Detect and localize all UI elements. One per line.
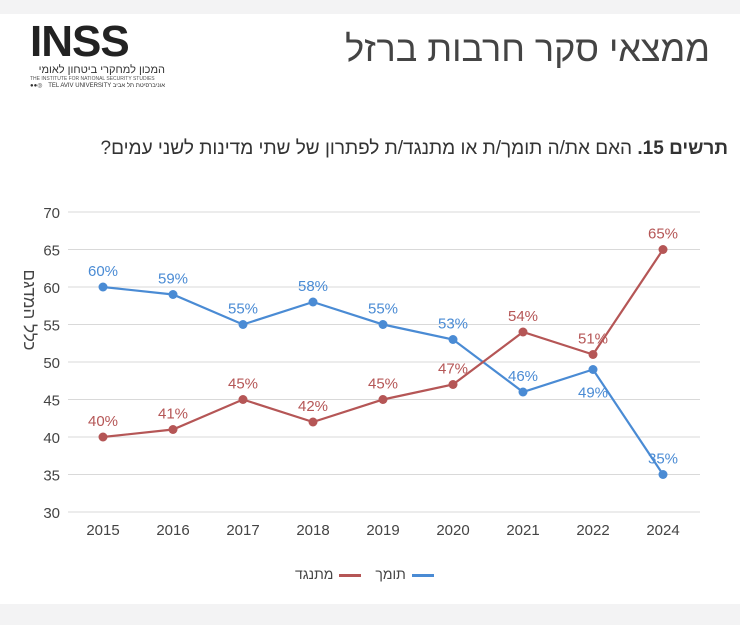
data-label: 54% (508, 308, 538, 325)
data-point (238, 395, 248, 404)
legend: תומך מתנגד (295, 566, 434, 582)
chart-number: תרשים 15. (637, 138, 728, 159)
data-label: 49% (578, 385, 608, 402)
x-tick-label: 2019 (366, 522, 399, 539)
x-tick-label: 2022 (576, 522, 609, 539)
x-tick-label: 2018 (296, 522, 329, 539)
y-tick-label: 60 (43, 280, 60, 297)
data-label: 59% (158, 271, 188, 288)
data-point (588, 365, 598, 374)
data-point (378, 320, 388, 329)
data-label: 45% (368, 376, 398, 393)
data-label: 51% (578, 331, 608, 348)
data-point (308, 297, 318, 307)
y-tick-label: 55 (43, 318, 60, 335)
data-point (518, 327, 528, 337)
legend-swatch (339, 573, 362, 577)
data-label: 65% (648, 226, 678, 243)
data-label: 42% (298, 398, 328, 415)
logo-university: ●●◎ TEL AVIV UNIVERSITY אוניברסיטת תל אבי… (30, 82, 165, 90)
data-point (518, 387, 528, 397)
data-point (98, 432, 108, 442)
data-label: 60% (88, 263, 118, 280)
data-point (658, 245, 668, 254)
page-title: ממצאי סקר חרבות ברזל (345, 28, 710, 69)
data-point (308, 417, 318, 427)
y-axis-label: כלל המדגם (20, 270, 39, 351)
y-tick-label: 35 (43, 468, 60, 485)
y-tick-label: 65 (43, 243, 60, 260)
data-point (238, 320, 248, 329)
data-label: 55% (368, 301, 398, 318)
data-label: 53% (438, 316, 468, 333)
legend-swatch (411, 573, 434, 577)
x-tick-label: 2020 (436, 522, 469, 539)
logo-hebrew: המכון למחקרי ביטחון לאומי (38, 64, 165, 76)
card (0, 14, 740, 604)
x-tick-label: 2024 (646, 522, 679, 539)
logo-text: INSS (30, 17, 130, 66)
data-label: 46% (508, 368, 538, 385)
x-tick-label: 2016 (156, 522, 189, 539)
data-point (98, 282, 108, 292)
data-label: 35% (648, 451, 678, 468)
x-tick-label: 2015 (86, 522, 119, 539)
data-point (588, 350, 598, 359)
data-point (448, 380, 458, 389)
data-point (168, 290, 178, 299)
chart-question: תרשים 15. האם את/ה תומך/ת או מתנגד/ת לפת… (101, 138, 728, 160)
y-tick-label: 40 (43, 430, 60, 447)
data-label: 40% (88, 413, 118, 430)
question-text: האם את/ה תומך/ת או מתנגד/ת לפתרון של שתי… (100, 138, 633, 159)
y-tick-label: 50 (43, 355, 60, 372)
data-point (378, 395, 388, 404)
data-label: 58% (298, 278, 328, 295)
x-tick-label: 2017 (226, 522, 259, 539)
data-point (448, 335, 458, 344)
y-tick-label: 45 (43, 393, 60, 410)
inss-logo: INSS המכון למחקרי ביטחון לאומי THE INSTI… (30, 17, 165, 90)
legend-item-oppose: מתנגד (295, 566, 362, 582)
data-point (168, 425, 178, 434)
logo-english: THE INSTITUTE FOR NATIONAL SECURITY STUD… (30, 76, 155, 82)
data-label: 45% (228, 376, 258, 393)
legend-item-support: תומך (375, 566, 434, 582)
y-tick-label: 70 (43, 205, 60, 222)
y-tick-label: 30 (43, 505, 60, 522)
data-point (658, 470, 668, 479)
x-tick-label: 2021 (506, 522, 539, 539)
circles-icon: ●●◎ (30, 83, 43, 89)
data-label: 47% (438, 361, 468, 378)
data-label: 55% (228, 301, 258, 318)
data-label: 41% (158, 406, 188, 423)
